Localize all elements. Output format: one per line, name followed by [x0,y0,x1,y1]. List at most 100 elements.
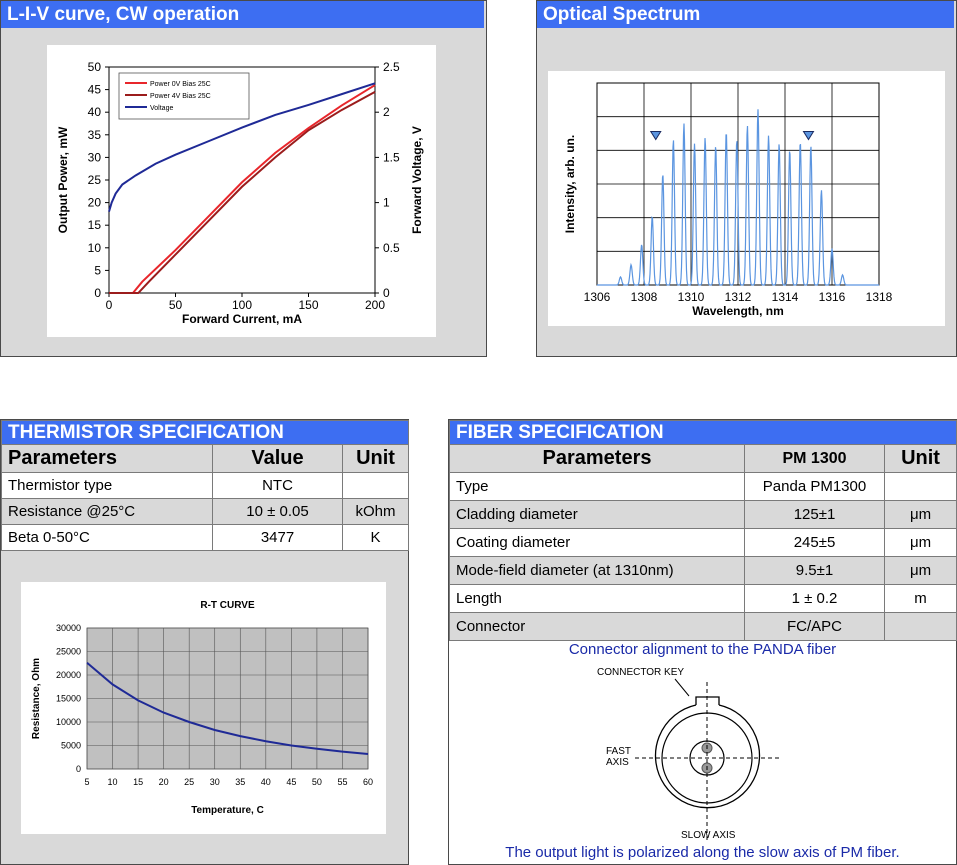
spectrum-panel: Optical Spectrum 1306 1308 1310 1312 1314 131… [536,0,957,357]
table-row: Mode-field diameter (at 1310nm) 9.5±1 μm [449,556,957,585]
x-tick-label: 1312 [725,290,752,304]
thermistor-param: Beta 0-50°C [1,524,213,551]
rt-curve [86,662,369,755]
fiber-value: 1 ± 0.2 [744,584,885,613]
x-tick-label: 50 [312,777,322,787]
fiber-table: FIBER SPECIFICATION Parameters PM 1300 U… [448,420,957,641]
connector-outer-ring [654,704,761,809]
y2-tick-label: 1 [383,196,390,210]
spectrum-chart: 1306 1308 1310 1312 1314 1316 1318 Wavelength, … [563,82,893,318]
y2-tick-label: 1.5 [383,150,400,164]
fiber-diagram-footer: The output light is polarized along the … [505,844,900,861]
connector-key-label: CONNECTOR KEY [597,667,684,678]
fiber-param: Length [449,584,745,613]
fiber-title: FIBER SPECIFICATION [448,420,957,445]
x-tick-label: 100 [232,298,252,312]
x-tick-label: 5 [84,777,89,787]
y2-tick-label: 2 [383,105,390,119]
thermistor-unit [341,472,410,499]
chart-title: R-T CURVE [200,600,255,611]
x-tick-label: 30 [210,777,220,787]
table-row: Resistance @25°C 10 ± 0.05 kOhm [1,498,410,525]
series-line-2 [108,82,376,212]
thermistor-param: Resistance @25°C [1,498,213,525]
series-line-0 [109,84,376,294]
y-axis-label: Resistance, Ohm [31,658,42,739]
fiber-unit: μm [883,500,957,529]
y-tick-label: 25 [88,173,102,187]
x-tick-label: 50 [169,298,183,312]
x-tick-label: 0 [106,298,113,312]
y-tick-label: 15 [88,218,102,232]
y-tick-label: 20000 [56,670,81,680]
x-tick-label: 25 [184,777,194,787]
fiber-param: Coating diameter [449,528,745,557]
x-axis-label: Temperature, C [191,805,264,816]
spectrum-trace [597,109,879,286]
x-tick-label: 10 [108,777,118,787]
series-line-1 [109,90,376,294]
thermistor-panel: THERMISTOR SPECIFICATION Parameters Valu… [0,419,410,865]
fiber-param: Type [449,472,745,501]
panda-connector-diagram: CONNECTOR KEY FAST AXIS SLOW AXIS [597,667,779,841]
table-row: Thermistor type NTC [1,472,410,499]
fiber-panel: FIBER SPECIFICATION Parameters PM 1300 U… [448,419,957,865]
x-axis-label: Wavelength, nm [692,304,784,318]
thermistor-value: NTC [212,472,343,499]
y-tick-label: 10 [88,241,102,255]
x-tick-label: 1316 [819,290,846,304]
fiber-header-value: PM 1300 [744,444,885,473]
marker-triangle [649,131,662,141]
x-tick-label: 60 [363,777,373,787]
liv-chart: 0 50 100 150 2000510152025303540455000.511.5… [56,60,424,326]
spectrum-chart-area: 1306 1308 1310 1312 1314 1316 1318 Wavelength, … [548,71,945,326]
slow-axis-label: SLOW AXIS [681,830,736,841]
fiber-diagram-heading: Connector alignment to the PANDA fiber [568,641,837,658]
x-tick-label: 1310 [678,290,705,304]
y-tick-label: 35 [88,128,102,142]
table-row: Connector FC/APC [449,612,957,641]
y2-tick-label: 0.5 [383,241,400,255]
x-tick-label: 35 [235,777,245,787]
y-tick-label: 5 [94,263,101,277]
fiber-unit [883,612,957,641]
x-tick-label: 1308 [631,290,658,304]
table-row: Beta 0-50°C 3477 K [1,524,410,551]
y-tick-label: 10000 [56,717,81,727]
x-tick-label: 1306 [584,290,611,304]
x-tick-label: 20 [159,777,169,787]
y-tick-label: 30000 [56,623,81,633]
thermistor-header-unit: Unit [341,444,410,473]
y2-axis-label: Forward Voltage, V [410,126,424,234]
liv-chart-area: 0 50 100 150 200 0 5 10 15 20 25 30 35 40 45 50 0 0.5 1 1.5… [47,45,436,337]
y-tick-label: 5000 [61,741,81,751]
y-tick-label: 30 [88,150,102,164]
x-tick-label: 1318 [866,290,893,304]
x-tick-label: 200 [365,298,385,312]
y-tick-label: 45 [88,83,102,97]
fast-axis-label-2: AXIS [606,757,629,768]
y2-tick-label: 2.5 [383,60,400,74]
y-axis-label: Intensity, arb. un. [563,135,577,233]
legend-label: Power 4V Bias 25C [150,93,211,100]
liv-panel: L-I-V curve, CW operation 0 50 100 150 200 0 5… [0,0,487,357]
thermistor-table: THERMISTOR SPECIFICATION Parameters Valu… [0,420,410,551]
x-tick-label: 40 [261,777,271,787]
x-tick-label: 15 [133,777,143,787]
y-tick-label: 20 [88,196,102,210]
fiber-unit: μm [883,528,957,557]
thermistor-param: Thermistor type [1,472,213,499]
fiber-unit: μm [883,556,957,585]
fiber-value: 125±1 [744,500,885,529]
y-axis-label: Output Power, mW [56,126,70,233]
y-tick-label: 25000 [56,647,81,657]
marker-triangle [802,131,815,141]
fiber-param: Mode-field diameter (at 1310nm) [449,556,745,585]
x-axis-label: Forward Current, mA [182,312,302,326]
thermistor-header-param: Parameters [1,444,213,473]
table-row: Coating diameter 245±5 μm [449,528,957,557]
spectrum-panel-title: Optical Spectrum [537,1,954,28]
fiber-header-unit: Unit [883,444,957,473]
thermistor-unit: K [341,524,410,551]
y-tick-label: 0 [94,286,101,300]
